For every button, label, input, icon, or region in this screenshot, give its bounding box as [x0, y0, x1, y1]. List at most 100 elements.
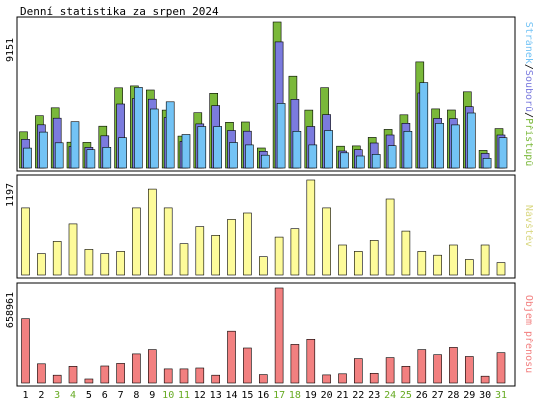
volume-bar-9 [148, 349, 157, 384]
legend-hits: Přístupů [523, 118, 533, 166]
volume-bar-26 [417, 349, 427, 384]
visits-bar-13 [211, 235, 220, 276]
x-tick-label-5: 5 [86, 390, 92, 401]
visits-bar-5 [84, 249, 94, 276]
pages-bar-16 [260, 154, 270, 169]
visits-bar-11 [179, 243, 189, 276]
x-tick-label-15: 15 [241, 390, 253, 401]
x-tick-label-14: 14 [225, 390, 237, 401]
pages-bar-8 [134, 87, 143, 169]
volume-bar-16 [258, 374, 268, 384]
volume-bar-17 [274, 287, 284, 384]
x-tick-label-4: 4 [70, 390, 76, 401]
x-tick-label-10: 10 [162, 390, 174, 401]
volume-bar-18 [290, 344, 300, 384]
hits-panel-frame [16, 16, 516, 172]
x-tick-label-30: 30 [479, 390, 491, 401]
pages-bar-31 [498, 137, 508, 169]
x-tick-label-21: 21 [336, 390, 348, 401]
pages-bar-15 [245, 144, 254, 169]
x-tick-label-9: 9 [149, 390, 155, 401]
visits-bar-30 [480, 244, 490, 276]
pages-bar-11 [181, 134, 191, 169]
visits-bar-20 [322, 207, 331, 276]
x-tick-label-6: 6 [102, 390, 108, 401]
pages-bar-18 [292, 131, 302, 169]
visits-bar-19 [306, 179, 316, 276]
volume-bar-22 [353, 358, 363, 384]
volume-bar-27 [433, 354, 442, 384]
x-tick-label-11: 11 [178, 390, 190, 401]
volume-panel-frame [16, 282, 516, 387]
visits-ymax-label: 1197 [5, 183, 16, 207]
pages-bar-2 [39, 131, 48, 169]
pages-bar-4 [70, 121, 80, 169]
volume-bar-4 [68, 365, 78, 384]
pages-bar-26 [419, 82, 429, 169]
pages-bar-5 [86, 149, 96, 169]
visits-bar-27 [433, 254, 442, 276]
legend-files: Souborů [523, 70, 533, 112]
volume-bar-6 [100, 365, 110, 384]
pages-bar-6 [102, 147, 112, 169]
x-tick-label-7: 7 [118, 390, 124, 401]
pages-bar-9 [150, 108, 159, 169]
volume-bar-20 [322, 374, 331, 384]
bars-layer [19, 21, 508, 384]
visits-legend: Návštěv [523, 205, 533, 247]
x-tick-label-8: 8 [133, 390, 139, 401]
legend-sep-2: / [523, 112, 533, 118]
visits-bar-23 [369, 240, 379, 276]
visits-bar-3 [52, 241, 62, 276]
visits-bar-26 [417, 251, 427, 276]
visits-bar-21 [338, 244, 347, 276]
volume-bar-5 [84, 378, 94, 384]
legend-pages: Stránek [523, 22, 533, 64]
volume-bar-3 [52, 374, 62, 384]
x-tick-label-2: 2 [38, 390, 44, 401]
volume-bar-14 [227, 330, 236, 384]
x-tick-label-19: 19 [305, 390, 317, 401]
legend-sep-1: / [523, 64, 533, 70]
svg-text:Stránek/Souborů/Přístupů: Stránek/Souborů/Přístupů [523, 22, 533, 167]
pages-bar-10 [165, 101, 175, 169]
volume-bar-31 [496, 352, 506, 384]
chart-title: Denní statistika za srpen 2024 [20, 5, 219, 18]
x-tick-label-25: 25 [400, 390, 412, 401]
visits-bar-17 [274, 236, 284, 276]
pages-bar-14 [229, 142, 238, 169]
pages-bar-21 [340, 152, 349, 169]
pages-bar-7 [118, 137, 127, 169]
pages-bar-23 [371, 154, 381, 169]
pages-bar-1 [23, 147, 32, 169]
hits-ymax-label: 9151 [5, 38, 16, 62]
x-tick-label-16: 16 [257, 390, 269, 401]
volume-bar-11 [179, 368, 189, 384]
visits-bar-18 [290, 228, 300, 276]
visits-bar-12 [195, 226, 205, 276]
visits-bar-6 [100, 253, 110, 276]
x-axis-labels: 1 2 3 4 5 6 7 8 9 10 11 12 13 14 15 16 17 18 19 20 21 22 23 24 2… [22, 390, 507, 401]
x-tick-label-28: 28 [447, 390, 459, 401]
volume-bar-25 [401, 365, 411, 384]
visits-bar-28 [449, 244, 458, 276]
x-tick-label-23: 23 [368, 390, 380, 401]
volume-bar-12 [195, 367, 205, 384]
x-tick-label-18: 18 [289, 390, 301, 401]
visits-bar-4 [68, 223, 78, 276]
volume-legend: Objem přenosu [523, 295, 533, 373]
pages-bar-12 [197, 126, 207, 169]
pages-bar-27 [435, 123, 444, 169]
visits-bar-8 [132, 207, 141, 276]
pages-bar-24 [387, 145, 397, 169]
volume-bar-19 [306, 338, 316, 384]
hits-legend: Stránek/Souborů/Přístupů [523, 22, 533, 167]
visits-bar-31 [496, 262, 506, 276]
visits-bar-24 [385, 198, 395, 276]
x-tick-label-22: 22 [352, 390, 364, 401]
x-tick-label-24: 24 [384, 390, 396, 401]
volume-bar-2 [37, 363, 46, 384]
volume-bar-13 [211, 374, 220, 384]
pages-bar-25 [403, 131, 413, 169]
